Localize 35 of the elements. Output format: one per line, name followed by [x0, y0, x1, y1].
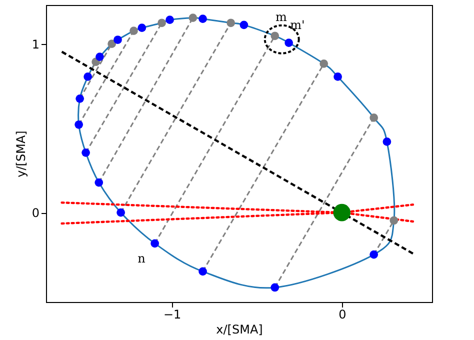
- point: [270, 283, 280, 292]
- point: [188, 14, 198, 22]
- point: [82, 148, 90, 157]
- point: [198, 267, 207, 276]
- point: [382, 138, 392, 146]
- point: [370, 250, 378, 259]
- point: [94, 178, 104, 187]
- point: [130, 26, 138, 35]
- annotation: m: [275, 10, 288, 24]
- point: [158, 18, 166, 28]
- point: [390, 216, 398, 225]
- point: [270, 32, 280, 40]
- point: [334, 72, 342, 81]
- point: [150, 239, 160, 248]
- point: [74, 120, 83, 129]
- annotation: n: [138, 251, 146, 266]
- point: [114, 36, 122, 44]
- y-axis-title: y/[SMA]: [14, 130, 28, 178]
- point: [240, 20, 248, 30]
- x-axis-title: x/[SMA]: [216, 322, 263, 336]
- point: [166, 16, 174, 24]
- point: [370, 114, 378, 122]
- point: [84, 72, 92, 81]
- point: [198, 14, 207, 24]
- point: [108, 40, 116, 48]
- point: [116, 208, 125, 217]
- y-tick-label: 1: [32, 37, 40, 52]
- point: [226, 18, 236, 28]
- x-tick-label: −1: [163, 308, 182, 322]
- point: [138, 24, 146, 32]
- point: [320, 60, 328, 68]
- point: [284, 38, 294, 47]
- point: [76, 94, 84, 103]
- point: [96, 52, 104, 61]
- annotation: m': [290, 18, 305, 32]
